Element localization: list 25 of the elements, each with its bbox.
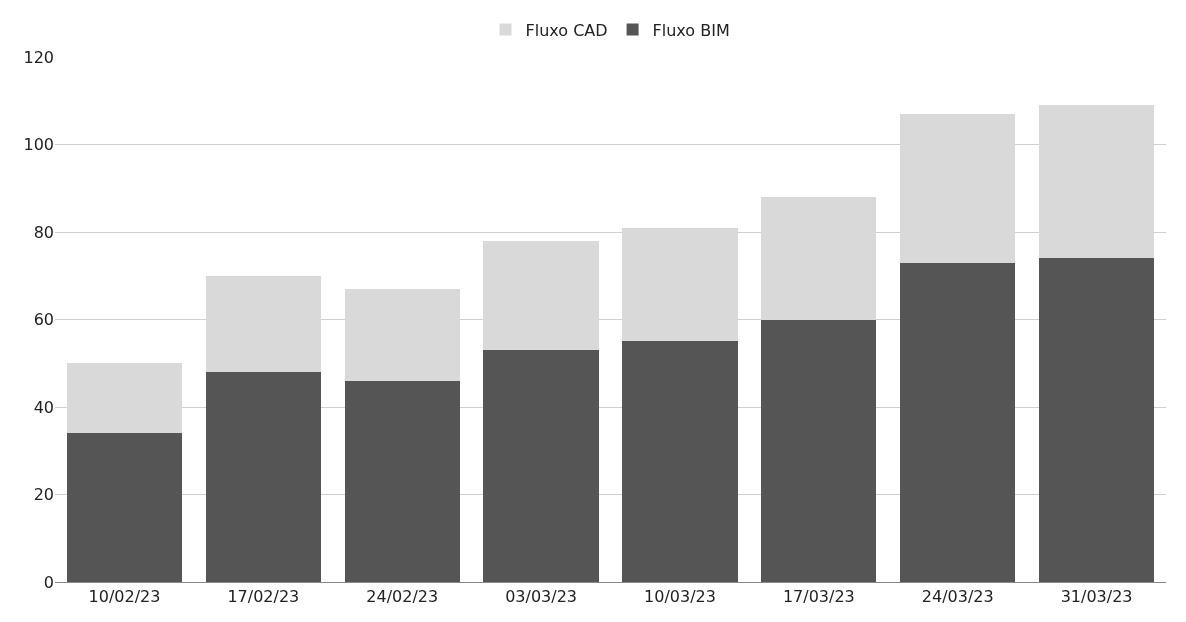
x-tick-label: 31/03/23 — [1060, 587, 1133, 607]
x-tick-label: 24/03/23 — [921, 587, 994, 607]
bar — [66, 433, 183, 582]
y-tick-label: 0 — [43, 572, 54, 592]
bar — [344, 380, 460, 582]
y-tick-label: 100 — [23, 135, 54, 155]
x-tick-label: 17/02/23 — [227, 587, 300, 607]
bar — [622, 341, 738, 582]
y-tick-label: 40 — [33, 397, 54, 417]
legend-label: Fluxo CAD — [525, 20, 608, 40]
y-tick-label: 60 — [33, 310, 54, 330]
bar — [483, 350, 599, 582]
x-tick-label: 10/02/23 — [88, 587, 161, 607]
bar — [1038, 258, 1155, 582]
x-tick-label: 17/03/23 — [782, 587, 855, 607]
y-tick-label: 120 — [23, 47, 54, 67]
x-tick-label: 10/03/23 — [644, 587, 716, 607]
bar — [205, 372, 321, 582]
legend-label: Fluxo BIM — [652, 20, 730, 40]
bar — [900, 262, 1016, 582]
y-tick-label: 20 — [33, 485, 54, 505]
y-tick-label: 80 — [33, 222, 54, 242]
bar — [761, 319, 877, 582]
x-tick-label: 03/03/23 — [505, 587, 577, 607]
x-tick-label: 24/02/23 — [366, 587, 439, 607]
